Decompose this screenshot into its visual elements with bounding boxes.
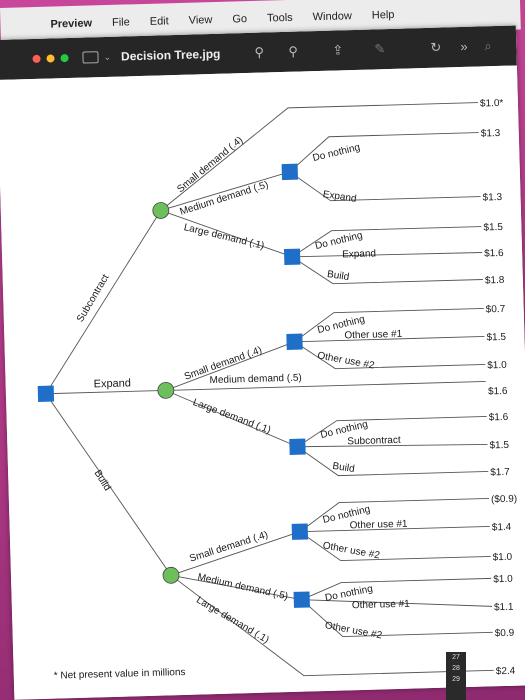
payoff: $0.7 (486, 304, 506, 316)
decision-node-exp-large (289, 438, 306, 455)
preview-window: ⌄ Decision Tree.jpg ⚲ ⚲ ⇪ ✎ ↻ » ⌕ (0, 25, 525, 700)
menu-go[interactable]: Go (232, 13, 248, 26)
label-build-large: Large demand (.1) (194, 595, 271, 646)
decision-node-build-medium (293, 591, 310, 608)
label-build-medium: Medium demand (.5) (197, 572, 289, 603)
payoff: $1.8 (485, 275, 505, 287)
markup-icon[interactable]: ✎ (374, 41, 386, 57)
label-sub-large: Large demand (.1) (183, 222, 266, 252)
chance-node-subcontract (152, 202, 170, 219)
menu-file[interactable]: File (111, 16, 130, 29)
rotate-icon[interactable]: ↻ (430, 39, 442, 55)
chevron-down-icon[interactable]: ⌄ (103, 51, 112, 62)
label-build: Build (92, 468, 113, 493)
decision-node-build-small (291, 523, 309, 540)
payoff: ($0.9) (491, 494, 517, 506)
payoff: $1.5 (483, 222, 503, 234)
payoff: $1.7 (490, 467, 510, 479)
decision-node-sub-medium (281, 163, 299, 181)
payoff: $1.6 (488, 386, 508, 398)
payoff: $1.6 (489, 412, 509, 424)
payoff: $1.0 (487, 360, 507, 372)
date-label: 28 (452, 665, 460, 672)
label-el-build: Build (332, 461, 356, 475)
payoff: $1.0* (480, 98, 504, 110)
chance-node-expand (157, 381, 175, 399)
tree-lines (45, 102, 494, 677)
date-label: 27 (452, 654, 460, 661)
label-sm-expand: Expand (322, 189, 357, 205)
menu-help[interactable]: Help (371, 8, 395, 22)
traffic-lights (26, 53, 69, 63)
share-icon[interactable]: ⇪ (332, 42, 344, 58)
label-es-other1: Other use #1 (344, 329, 403, 342)
calendar-strip: 27 28 29 (446, 652, 466, 700)
payoff: $1.1 (494, 602, 514, 614)
decision-node-sub-large (283, 248, 301, 266)
sidebar-toggle-icon[interactable] (82, 51, 99, 64)
payoff: $1.3 (482, 192, 502, 204)
payoff: $1.5 (489, 440, 509, 452)
label-bm-other1: Other use #1 (352, 599, 411, 612)
payoff: $1.0 (492, 552, 512, 564)
payoff: $2.4 (496, 666, 516, 678)
search-icon[interactable]: ⌕ (484, 38, 492, 54)
label-sl-expand: Expand (342, 248, 376, 260)
label-exp-medium: Medium demand (.5) (209, 373, 302, 387)
zoom-button[interactable] (60, 53, 69, 63)
payoff: $1.3 (481, 128, 501, 140)
payoff: $0.9 (495, 628, 515, 640)
decision-node-exp-small (286, 333, 303, 351)
footnote: * Net present value in millions (54, 667, 186, 682)
payoff: $1.4 (492, 522, 512, 534)
more-icon[interactable]: » (460, 38, 468, 55)
payoff: $1.0 (493, 574, 513, 586)
label-sl-build: Build (326, 269, 350, 283)
label-el-subcontract: Subcontract (347, 435, 401, 447)
payoff: $1.5 (486, 332, 506, 344)
label-expand: Expand (93, 377, 131, 390)
label-bm-other2: Other use #2 (324, 620, 383, 641)
decision-tree: Subcontract Expand Build Small demand (.… (37, 98, 517, 682)
label-exp-large: Large demand (.1) (191, 397, 272, 436)
payoff-column: $1.0* $1.3 $1.3 $1.5 $1.6 $1.8 $0.7 $1.5… (480, 98, 517, 678)
menu-window[interactable]: Window (312, 10, 352, 24)
menu-view[interactable]: View (188, 14, 213, 27)
label-bs-other2: Other use #2 (322, 540, 381, 561)
zoom-out-icon[interactable]: ⚲ (254, 44, 265, 60)
menu-tools[interactable]: Tools (266, 11, 293, 25)
window-title: Decision Tree.jpg (120, 46, 221, 64)
decision-node-root (37, 385, 55, 402)
date-label: 29 (452, 676, 460, 683)
menu-edit[interactable]: Edit (149, 15, 169, 28)
chance-node-build (162, 566, 180, 584)
menu-preview[interactable]: Preview (50, 17, 93, 31)
minimize-button[interactable] (46, 54, 55, 63)
payoff: $1.6 (484, 248, 504, 260)
label-bs-other1: Other use #1 (350, 519, 409, 532)
document-canvas: Subcontract Expand Build Small demand (.… (0, 65, 525, 700)
label-build-small: Small demand (.4) (188, 529, 269, 564)
zoom-in-icon[interactable]: ⚲ (288, 43, 299, 59)
close-button[interactable] (32, 54, 41, 63)
label-sub-small: Small demand (.4) (175, 135, 245, 196)
